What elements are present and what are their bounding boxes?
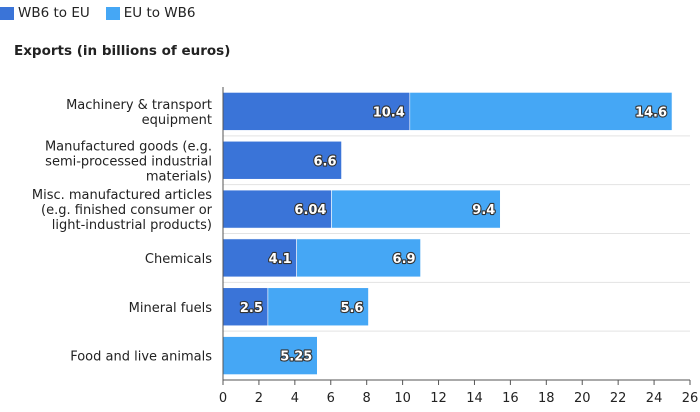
category-label: semi-processed industrial [45,154,212,169]
legend: WB6 to EU EU to WB6 [0,3,212,23]
x-tick-label: 0 [219,391,227,406]
x-tick-label: 8 [363,391,371,406]
category-label: Chemicals [145,252,212,267]
x-tick-label: 20 [574,391,591,406]
x-tick-label: 22 [610,391,627,406]
bar-eu-to-wb6 [222,336,318,375]
category-label: Misc. manufactured articles [32,188,212,203]
legend-swatch-wb6-to-eu [0,6,14,20]
x-tick-label: 4 [291,391,299,406]
category-label: (e.g. finished consumer or [41,203,213,218]
data-label: 5.6 [340,301,363,316]
category-label: equipment [142,113,212,128]
bar-wb6-to-eu [222,238,297,278]
category-label: materials) [146,169,212,184]
bar-eu-to-wb6 [267,287,369,327]
data-label: 6.04 [294,203,326,218]
category-label: Machinery & transport [66,98,212,113]
data-label: 6.9 [393,252,416,267]
data-label: 9.4 [472,203,495,218]
data-label: 5.25 [280,350,312,365]
legend-item-wb6-to-eu[interactable]: WB6 to EU [0,5,90,21]
category-label: light-industrial products) [52,218,212,233]
legend-label-eu-to-wb6: EU to WB6 [123,5,196,21]
data-label: 14.6 [635,105,667,120]
bar-wb6-to-eu [222,140,342,180]
x-tick-label: 16 [502,391,519,406]
x-tick-label: 24 [646,391,663,406]
legend-item-eu-to-wb6[interactable]: EU to WB6 [105,5,196,21]
legend-swatch-eu-to-wb6 [105,6,120,20]
x-tick-label: 6 [327,391,335,406]
chart-title: Exports (in billions of euros) [14,43,231,59]
bar-wb6-to-eu [222,287,269,327]
data-label: 10.4 [373,105,405,120]
data-label: 6.6 [314,154,337,169]
x-tick-label: 14 [466,391,483,406]
x-tick-label: 26 [682,391,699,406]
data-label: 4.1 [269,252,292,267]
x-tick-label: 18 [538,391,555,406]
category-label: Mineral fuels [129,301,213,316]
x-tick-label: 2 [255,391,263,406]
bar-eu-to-wb6 [331,189,501,229]
bar-eu-to-wb6 [296,238,421,278]
category-label: Manufactured goods (e.g. [45,139,212,154]
category-label: Food and live animals [70,350,212,365]
legend-label-wb6-to-eu: WB6 to EU [18,5,90,21]
bar-wb6-to-eu [222,189,332,229]
data-label: 2.5 [240,301,263,316]
bar-eu-to-wb6 [409,92,673,131]
x-tick-label: 12 [430,391,447,406]
x-tick-label: 10 [394,391,411,406]
